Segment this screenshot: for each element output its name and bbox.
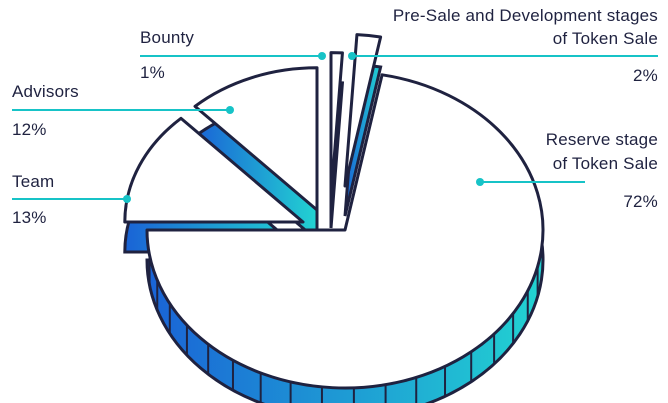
slice-label-reserve-line1: Reserve stage <box>545 130 658 149</box>
leader-dot-team <box>123 195 131 203</box>
slice-value-team: 13% <box>12 208 47 227</box>
slice-label-reserve-line2: of Token Sale <box>552 154 658 173</box>
slice-value-advisors: 12% <box>12 120 47 139</box>
slice-presale <box>343 33 383 188</box>
slice-advisors <box>193 66 319 212</box>
slice-label-bounty-name: Bounty <box>140 28 195 47</box>
slice-team <box>123 116 305 224</box>
slice-label-team-name: Team <box>12 172 55 191</box>
slice-label-reserve: Reserve stage of Token Sale <box>546 130 658 174</box>
leader-dot-reserve <box>476 178 484 186</box>
leader-dot-advisors <box>226 106 234 114</box>
slice-label-presale-line1: Pre-Sale and Development stages <box>392 6 658 25</box>
slice-label-bounty: Bounty <box>140 28 194 48</box>
leader-dot-bounty <box>318 52 326 60</box>
slice-bounty <box>329 51 344 200</box>
slice-label-presale-line2: of Token Sale <box>552 29 658 48</box>
slice-label-advisors-name: Advisors <box>12 82 79 101</box>
leader-dot-presale <box>348 52 356 60</box>
slice-label-presale: Pre-Sale and Development stages of Token… <box>393 6 658 49</box>
slice-reserve <box>145 73 545 390</box>
slice-value-bounty: 1% <box>140 63 165 82</box>
slice-value-reserve: 72% <box>623 192 658 211</box>
slice-value-presale: 2% <box>633 66 658 85</box>
slice-label-advisors: Advisors <box>12 82 79 102</box>
slice-label-team: Team <box>12 172 54 192</box>
